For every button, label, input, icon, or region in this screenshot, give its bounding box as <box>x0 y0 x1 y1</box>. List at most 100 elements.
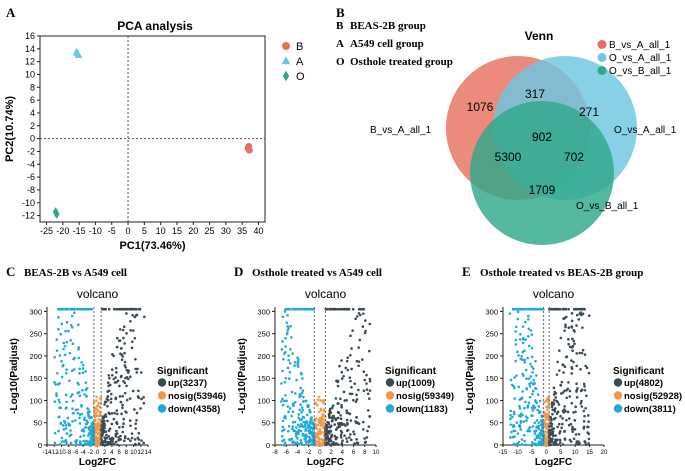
volcano-point <box>107 384 110 388</box>
volcano-point <box>68 379 71 383</box>
venn-legend-dot-1 <box>597 40 607 49</box>
volcano-point <box>107 429 111 432</box>
volcano-point <box>333 434 337 438</box>
volcano-point <box>540 414 543 418</box>
volcano-point <box>59 421 63 425</box>
volcano-point <box>289 348 292 351</box>
pca-xtick-label: -20 <box>56 226 69 236</box>
volcano-point <box>113 411 116 415</box>
volcano-point <box>94 423 98 426</box>
volcano-point <box>336 402 340 405</box>
volcano-point <box>557 422 561 426</box>
volcano-point <box>526 356 529 360</box>
volcano-point <box>284 336 287 340</box>
volcano-point <box>360 358 364 361</box>
panel-label-a: A <box>6 5 16 20</box>
volcano-point <box>281 369 284 373</box>
volcano-point <box>337 443 340 446</box>
volcano-point <box>115 422 119 426</box>
volcano-point <box>118 426 121 429</box>
volcano-point <box>561 422 564 426</box>
volcano-point <box>297 358 300 362</box>
volcano-point <box>325 307 329 311</box>
volcano-point <box>109 392 113 396</box>
volcano-point <box>136 367 139 371</box>
volcano-point <box>354 420 357 423</box>
volcano-point <box>97 409 101 413</box>
volcano-point <box>560 426 563 430</box>
volcano-xtick-label: 12 <box>137 450 144 456</box>
volcano-point <box>368 397 371 400</box>
volcano-point <box>586 431 590 434</box>
volcano-point <box>128 397 132 400</box>
volcano-point <box>286 405 290 408</box>
volcano-point <box>541 424 545 428</box>
volcano-point <box>291 427 294 431</box>
volcano-point <box>110 443 114 446</box>
volcano-point <box>109 401 113 404</box>
volcano-point <box>534 359 537 363</box>
volcano-point <box>521 413 524 417</box>
volcano-point <box>523 439 526 443</box>
volcano-point <box>298 408 301 412</box>
volcano-point <box>102 429 105 432</box>
volcano-point <box>353 382 357 385</box>
volcano-point <box>288 370 292 374</box>
volcano-point <box>557 403 561 406</box>
volcano-point <box>528 426 532 429</box>
volcano-point <box>342 390 346 394</box>
volcano-point <box>328 416 331 419</box>
volcano-xtick-label: -10 <box>513 450 522 456</box>
volcano-point <box>344 366 348 370</box>
volcano-point <box>118 395 122 398</box>
volcano-legend-label-down: down(1183) <box>396 404 448 415</box>
volcano-point <box>533 382 536 385</box>
volcano-point <box>538 431 542 435</box>
volcano-point <box>305 399 308 403</box>
volcano-point <box>120 374 123 378</box>
volcano-point <box>361 325 365 328</box>
volcano-point <box>71 393 74 396</box>
volcano-point <box>349 433 352 436</box>
volcano-point <box>123 364 127 367</box>
volcano-point <box>567 381 570 384</box>
volcano-point <box>303 425 307 428</box>
volcano-point <box>516 317 520 321</box>
volcano-point <box>128 375 132 379</box>
volcano-point <box>110 412 114 415</box>
volcano-point <box>357 388 360 392</box>
volcano-xtick-label: 10 <box>130 450 137 456</box>
volcano-xtick-label: -14 <box>43 450 52 456</box>
volcano-point <box>301 416 305 419</box>
pca-ytick-label: 10 <box>25 69 35 79</box>
volcano-point <box>123 391 127 395</box>
volcano-point <box>88 443 91 446</box>
volcano-point <box>357 360 361 363</box>
pca-xtick-label: 30 <box>221 226 231 236</box>
volcano-point <box>552 386 556 390</box>
volcano-point <box>362 370 366 373</box>
volcano-point <box>287 326 290 330</box>
volcano-point <box>343 399 346 402</box>
volcano-point <box>547 400 550 404</box>
volcano-point <box>69 323 73 327</box>
volcano-point <box>337 424 341 428</box>
volcano-point <box>534 387 538 391</box>
volcano-xtick-label: 4 <box>341 450 345 456</box>
volcano-point <box>352 398 355 402</box>
pca-ylabel: PC2(10.74%) <box>4 96 16 162</box>
volcano-point <box>284 350 287 354</box>
volcano-point <box>512 410 516 414</box>
volcano-point <box>526 429 529 433</box>
volcano-point <box>556 360 559 364</box>
volcano-point <box>363 437 366 440</box>
volcano-point <box>583 388 587 392</box>
volcano-point <box>80 405 83 408</box>
volcano-point <box>527 377 531 380</box>
volcano-point <box>137 438 141 441</box>
volcano-point <box>550 433 554 436</box>
volcano-point <box>65 440 68 444</box>
volcano-point <box>78 372 81 375</box>
volcano-point <box>368 389 372 392</box>
volcano-point <box>520 397 524 400</box>
